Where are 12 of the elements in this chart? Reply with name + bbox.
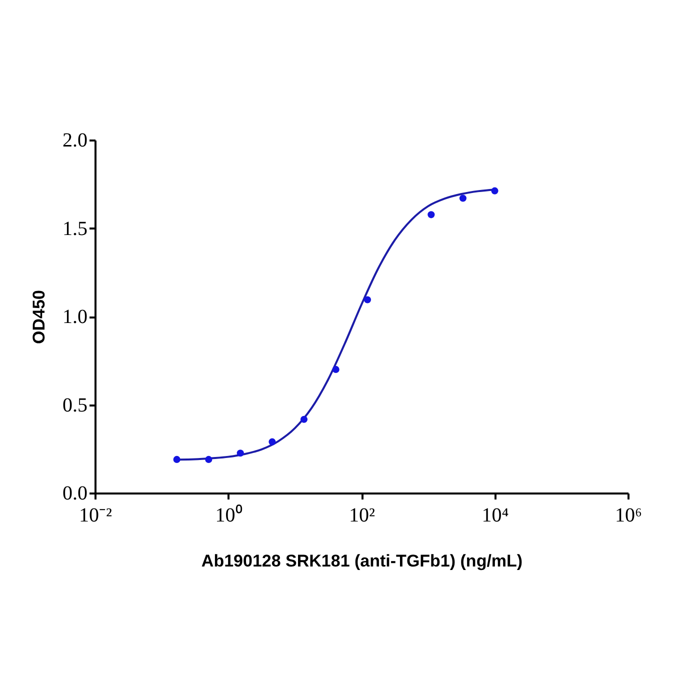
- y-axis-title: OD450: [30, 290, 48, 344]
- y-tick-label: 0.0: [62, 482, 88, 504]
- x-tick-label: 10⁶: [615, 504, 642, 526]
- y-tick-label: 1.5: [62, 218, 88, 240]
- x-tick-label: 10²: [349, 504, 375, 526]
- x-axis-title: Ab190128 SRK181 (anti-TGFb1) (ng/mL): [201, 552, 523, 570]
- y-tick-label: 0.5: [62, 394, 88, 416]
- x-tick-label: 10⁰: [215, 504, 242, 526]
- x-tick-label: 10⁻²: [79, 504, 112, 526]
- y-tick-label: 2.0: [62, 130, 88, 152]
- y-tick-label: 1.0: [62, 306, 88, 328]
- x-tick-label: 10⁴: [482, 504, 509, 526]
